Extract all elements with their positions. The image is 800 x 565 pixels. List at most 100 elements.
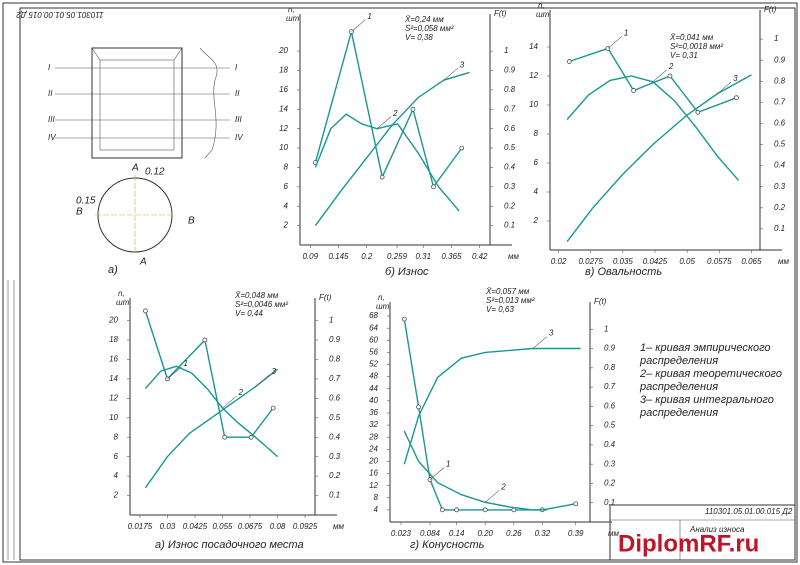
series-label: 2 xyxy=(238,388,244,397)
y2-tick-label: 0.5 xyxy=(604,421,616,430)
chart-title: б) Износ xyxy=(385,266,429,278)
y-tick-label: 12 xyxy=(279,124,288,133)
hatch xyxy=(173,47,183,61)
y-tick-label: 52 xyxy=(369,360,378,369)
series-label: 3 xyxy=(733,74,738,83)
y2-tick-label: 0.8 xyxy=(329,355,341,364)
view-label: B xyxy=(76,207,83,218)
series-line xyxy=(314,71,470,227)
y-tick-label: 56 xyxy=(369,348,378,357)
x-tick-label: 0.02 xyxy=(551,257,567,266)
data-point xyxy=(143,308,148,314)
legend-note: распределения xyxy=(639,407,718,419)
y-axis-label: n, xyxy=(288,5,295,14)
view-label: A xyxy=(139,257,147,268)
y-axis-label: n, xyxy=(378,293,385,302)
legend-notes: 1– кривая эмпирического распределения 2–… xyxy=(639,342,782,419)
stat-annotation: S²=0,0046 мм² xyxy=(235,300,288,309)
section-label: I xyxy=(235,63,238,72)
y-tick-label: 44 xyxy=(369,384,378,393)
data-point xyxy=(573,501,579,507)
data-point xyxy=(431,184,436,190)
x-tick-label: 0.035 xyxy=(613,257,634,266)
y-tick-label: 48 xyxy=(369,372,378,381)
x-axis-label: мм xyxy=(333,522,344,531)
y2-tick-label: 0.5 xyxy=(774,140,786,149)
x-axis-label: мм xyxy=(608,529,619,538)
y2-axis-label: F(t) xyxy=(319,293,332,302)
y2-tick-label: 0.6 xyxy=(604,401,616,410)
y-tick-label: 6 xyxy=(114,452,119,461)
y-tick-label: 8 xyxy=(374,493,379,502)
y-tick-label: 14 xyxy=(109,374,118,383)
x-tick-label: 0.145 xyxy=(328,252,349,261)
x-tick-label: 0.09 xyxy=(302,252,318,261)
x-tick-label: 0.0425 xyxy=(643,257,668,266)
y2-tick-label: 0.8 xyxy=(774,76,786,85)
y-axis-label: n, xyxy=(118,289,125,298)
y2-tick-label: 1 xyxy=(329,316,333,325)
y-axis-label: n, xyxy=(538,1,545,10)
y2-tick-label: 0.5 xyxy=(329,413,341,422)
corner-code: 110301.05.01.00.015 Д2 xyxy=(16,10,104,19)
series-leader xyxy=(429,467,445,480)
x-tick-label: 0.055 xyxy=(212,522,233,531)
y-tick-label: 4 xyxy=(534,187,539,196)
series-leader xyxy=(222,395,237,409)
part-drawing: I II III IV I II III IV A 0.12 A B 0.15 … xyxy=(48,47,243,276)
x-tick-label: 0.0925 xyxy=(293,522,318,531)
x-tick-label: 0.065 xyxy=(741,257,762,266)
stat-annotation: V= 0,38 xyxy=(405,33,433,42)
y-tick-label: 16 xyxy=(369,469,378,478)
y2-tick-label: 0.4 xyxy=(774,161,786,170)
y-tick-label: 18 xyxy=(109,335,118,344)
x-tick-label: 0.0575 xyxy=(707,257,732,266)
series-line xyxy=(403,430,548,511)
y2-tick-label: 0.3 xyxy=(774,182,786,191)
stat-annotation: V= 0,44 xyxy=(235,309,263,318)
x-tick-label: 0.14 xyxy=(449,529,465,538)
y-tick-label: 16 xyxy=(279,85,288,94)
series-leader xyxy=(255,374,270,387)
legend-note: 3– кривая интегрального xyxy=(640,394,774,406)
data-point xyxy=(695,109,701,115)
y-axis-unit: шт xyxy=(286,14,300,23)
y-tick-label: 20 xyxy=(368,457,378,466)
y-tick-label: 4 xyxy=(114,471,119,480)
data-point xyxy=(511,507,517,513)
legend-note: 1– кривая эмпирического xyxy=(640,342,771,354)
series-label: 2 xyxy=(668,62,674,71)
x-tick-label: 0.2 xyxy=(361,252,373,261)
x-tick-label: 0.259 xyxy=(387,252,408,261)
drawing-frame xyxy=(19,7,796,561)
series-label: 3 xyxy=(549,329,554,338)
y2-tick-label: 0.1 xyxy=(329,491,340,500)
chart-title: г) Конусность xyxy=(410,539,485,551)
y-tick-label: 64 xyxy=(369,323,378,332)
legend-note: распределения xyxy=(639,355,718,367)
watermark: DiplomRF.ru xyxy=(618,530,759,557)
x-tick-label: 0.32 xyxy=(535,529,551,538)
x-tick-label: 0.0425 xyxy=(183,522,208,531)
y-tick-label: 24 xyxy=(368,444,378,453)
series-leader xyxy=(532,336,548,349)
series-leader xyxy=(485,490,500,503)
data-point xyxy=(202,337,208,343)
y2-tick-label: 0.3 xyxy=(329,452,341,461)
section-label: II xyxy=(235,89,240,98)
x-axis-label: мм xyxy=(508,252,519,261)
x-tick-label: 0.08 xyxy=(270,522,286,531)
y-tick-label: 60 xyxy=(369,335,378,344)
y2-tick-label: 0.1 xyxy=(604,498,615,507)
series-line xyxy=(569,47,737,114)
tolerance-label: 0.15 xyxy=(76,196,96,207)
y-tick-label: 10 xyxy=(109,413,118,422)
y2-tick-label: 0.2 xyxy=(329,471,341,480)
y2-tick-label: 0.4 xyxy=(604,440,616,449)
part-bore xyxy=(99,59,175,151)
y-tick-label: 2 xyxy=(283,221,289,230)
data-point xyxy=(416,404,421,410)
stat-annotation: S²=0,0018 мм² xyxy=(670,42,723,51)
